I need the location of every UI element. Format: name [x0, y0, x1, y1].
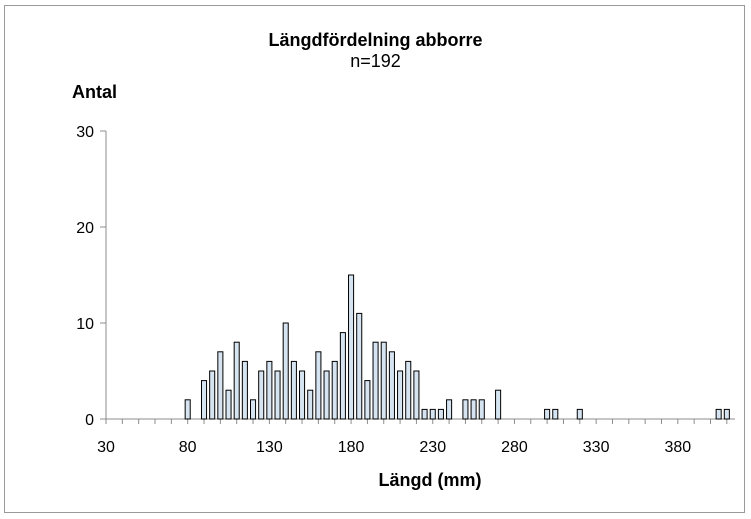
- histogram-bar: [241, 360, 248, 420]
- histogram-bar: [429, 408, 436, 420]
- y-tick-label: 10: [76, 316, 94, 333]
- histogram-bar: [470, 399, 477, 420]
- x-tick-label: 380: [664, 439, 691, 456]
- histogram-bar: [372, 341, 379, 420]
- histogram-bar: [544, 408, 551, 420]
- histogram-bar: [323, 370, 330, 420]
- histogram-bar: [715, 408, 722, 420]
- histogram-bar: [315, 351, 322, 420]
- histogram-bar: [380, 341, 387, 420]
- histogram-bar: [356, 312, 363, 420]
- histogram-bar: [421, 408, 428, 420]
- histogram-bar: [225, 389, 232, 420]
- x-axis-label: Längd (mm): [378, 470, 482, 490]
- histogram-bar: [339, 332, 346, 420]
- histogram-bar: [250, 399, 257, 420]
- x-tick-label: 180: [338, 439, 365, 456]
- histogram-bar: [462, 399, 469, 420]
- histogram-bar: [184, 399, 191, 420]
- histogram-bar: [331, 360, 338, 420]
- histogram-bar: [200, 380, 208, 420]
- histogram-bar: [388, 351, 395, 420]
- x-tick-label: 330: [583, 439, 610, 456]
- histogram-bar: [446, 399, 453, 420]
- histogram-bar: [274, 370, 281, 420]
- histogram-bar: [723, 408, 730, 420]
- x-tick-label: 80: [179, 439, 197, 456]
- histogram-bar: [233, 341, 240, 420]
- y-tick-label: 20: [76, 220, 94, 237]
- histogram-bar: [282, 322, 289, 420]
- histogram-bar: [217, 351, 224, 420]
- histogram-bar: [576, 408, 583, 420]
- chart-title: Längdfördelning abborre: [268, 30, 483, 50]
- histogram-bar: [478, 399, 485, 420]
- y-axis-label: Antal: [72, 82, 117, 102]
- histogram-bar: [348, 274, 355, 420]
- histogram-bar: [307, 389, 314, 420]
- x-tick-label: 230: [419, 439, 446, 456]
- histogram-bar: [405, 360, 412, 420]
- histogram-bar: [266, 360, 273, 420]
- x-tick-label: 30: [97, 439, 115, 456]
- histogram-bar: [364, 380, 371, 420]
- chart-frame: [4, 5, 745, 513]
- x-tick-label: 280: [501, 439, 528, 456]
- histogram-bar: [299, 370, 306, 420]
- y-tick-label: 30: [76, 124, 94, 141]
- x-tick-label: 130: [256, 439, 283, 456]
- y-tick-label: 0: [85, 412, 94, 429]
- histogram-bar: [258, 370, 265, 420]
- chart-subtitle: n=192: [350, 51, 401, 71]
- histogram-bar: [397, 370, 404, 420]
- histogram-bar: [413, 370, 420, 420]
- histogram-bar: [209, 370, 216, 420]
- histogram-bar: [552, 408, 559, 420]
- histogram-bar: [495, 389, 502, 420]
- histogram-bar: [290, 360, 297, 420]
- histogram-bar: [437, 408, 444, 420]
